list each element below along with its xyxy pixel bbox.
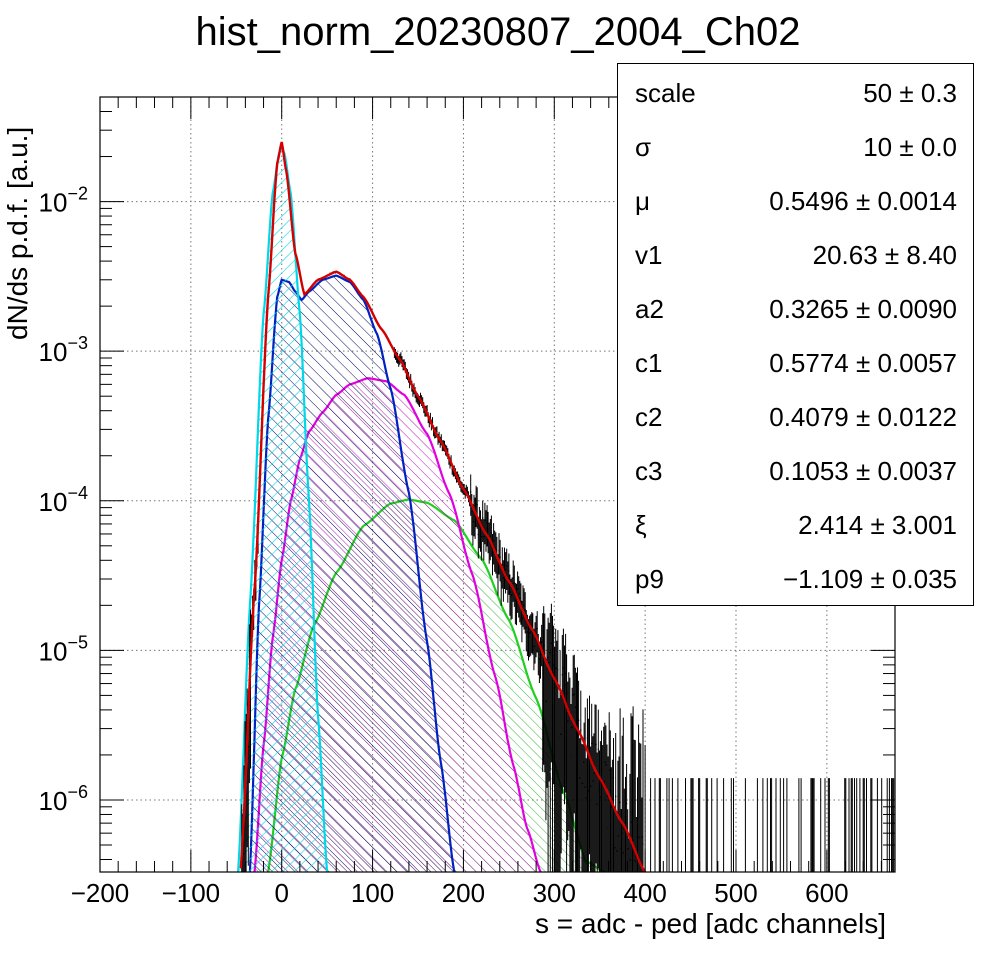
y-tick-base: 10 [39,636,68,666]
y-tick-base: 10 [39,786,68,816]
stat-name: c1 [635,348,663,378]
y-axis-label: dN/ds p.d.f. [a.u.] [2,126,33,340]
stat-value: 0.5774 ± 0.0057 [769,348,957,378]
y-tick-label: 10−4 [39,483,88,517]
y-tick-label: 10−3 [39,333,88,367]
y-tick-labels: 10−210−310−410−510−6 [39,184,88,816]
y-tick-exponent: −6 [67,782,88,802]
stat-value: 20.63 ± 8.40 [812,240,957,270]
stat-name: c3 [635,456,663,486]
x-tick-label: 400 [623,878,666,908]
stat-value: 10 ± 0.0 [863,132,957,162]
y-tick-label: 10−2 [39,184,88,218]
stat-name: scale [635,78,696,108]
stat-row: μ 0.5496 ± 0.0014 [618,174,973,228]
stat-row: ξ 2.414 ± 3.001 [618,498,973,552]
x-tick-label: 0 [274,878,288,908]
stat-row: c3 0.1053 ± 0.0037 [618,444,973,498]
stat-value: 0.3265 ± 0.0090 [769,294,957,324]
x-tick-label: 600 [805,878,848,908]
y-tick-exponent: −4 [67,483,88,503]
stat-value: 0.5496 ± 0.0014 [769,186,957,216]
stat-value: 2.414 ± 3.001 [798,510,957,540]
x-tick-labels: −200 −100 0 100 200 300 400 500 600 [71,878,849,908]
stat-name: a2 [635,294,664,324]
stat-value: −1.109 ± 0.035 [782,564,957,594]
stat-name: v1 [635,240,663,270]
x-tick-label: 200 [442,878,485,908]
y-tick-label: 10−6 [39,782,88,816]
total-fit-curve [239,141,647,872]
stat-row: p9 −1.109 ± 0.035 [618,552,973,606]
stat-name: ξ [635,510,647,540]
total-fit [239,141,647,872]
x-tick-label: −100 [162,878,221,908]
y-tick-base: 10 [39,337,68,367]
y-tick-base: 10 [39,188,68,218]
stat-row: v1 20.63 ± 8.40 [618,228,973,282]
stat-row: c2 0.4079 ± 0.0122 [618,390,973,444]
cyan-component-fill [238,147,328,872]
stat-name: p9 [635,564,664,594]
x-tick-label: −200 [71,878,130,908]
y-tick-exponent: −3 [67,333,88,353]
y-tick-exponent: −5 [67,632,88,652]
stat-row: a2 0.3265 ± 0.0090 [618,282,973,336]
stat-row: scale 50 ± 0.3 [618,66,973,120]
x-axis-label: s = adc - ped [adc channels] [535,908,886,939]
stat-name: σ [635,132,652,162]
y-tick-label: 10−5 [39,632,88,666]
y-tick-exponent: −2 [67,184,88,204]
stat-value: 0.1053 ± 0.0037 [769,456,957,486]
stat-name: c2 [635,402,663,432]
stat-name: μ [635,186,650,216]
x-tick-label: 300 [533,878,576,908]
stat-row: σ 10 ± 0.0 [618,120,973,174]
stat-value: 50 ± 0.3 [863,78,957,108]
stat-value: 0.4079 ± 0.0122 [769,402,957,432]
x-tick-label: 500 [714,878,757,908]
stat-row: c1 0.5774 ± 0.0057 [618,336,973,390]
y-tick-base: 10 [39,487,68,517]
fit-statistics-box: scale 50 ± 0.3 σ 10 ± 0.0 μ 0.5496 ± 0.0014 v1… [617,63,974,606]
x-tick-label: 100 [351,878,394,908]
chart-title: hist_norm_20230807_2004_Ch02 [195,10,801,54]
